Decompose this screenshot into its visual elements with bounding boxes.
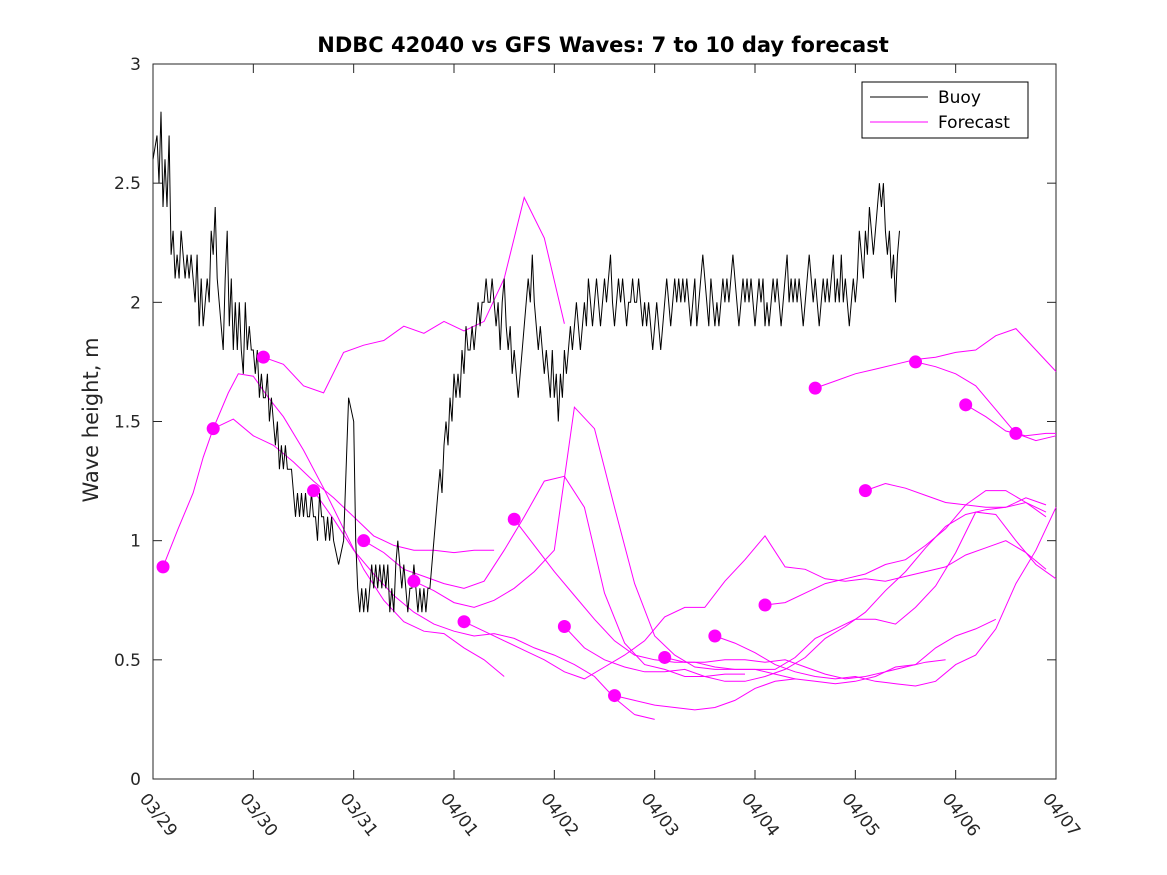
forecast-marker	[457, 615, 471, 629]
forecast-marker	[959, 398, 973, 412]
forecast-line	[614, 618, 997, 711]
x-tick-label: 04/05	[837, 790, 883, 841]
forecast-line	[413, 406, 796, 680]
legend-label-buoy: Buoy	[938, 88, 981, 108]
forecast-marker	[1009, 426, 1023, 440]
legend: Buoy Forecast	[861, 81, 1029, 139]
plot-area: 0 0.5 1 1.5 2 2.5 3 03/29 03/30 03/31 04/01 04/02 04…	[114, 55, 1084, 841]
x-tick-label: 03/29	[135, 790, 181, 841]
x-tick-label: 03/31	[336, 790, 382, 841]
forecast-marker	[357, 534, 371, 548]
x-tick-label: 04/06	[938, 790, 984, 841]
forecast-marker	[156, 560, 170, 574]
forecast-line	[313, 490, 655, 720]
legend-label-forecast: Forecast	[938, 113, 1010, 133]
forecast-line	[815, 328, 1057, 389]
y-axis-label: Wave height, m	[79, 337, 103, 502]
y-tick-label: 0.5	[114, 651, 141, 671]
forecast-marker	[557, 619, 571, 633]
forecast-marker	[206, 422, 220, 436]
x-tick-label: 03/30	[235, 790, 281, 841]
x-tick-label: 04/01	[436, 790, 482, 841]
forecast-line	[162, 373, 505, 677]
forecast-marker	[858, 484, 872, 498]
forecast-line	[564, 501, 1047, 682]
forecast-marker	[608, 689, 622, 703]
legend-box	[861, 81, 1029, 139]
forecast-line	[363, 475, 745, 677]
forecast-marker	[808, 381, 822, 395]
forecast-marker	[909, 355, 923, 369]
forecast-marker	[256, 350, 270, 364]
forecast-line	[915, 361, 1057, 442]
y-tick-label: 1.5	[114, 413, 141, 433]
x-tick-label: 04/03	[637, 790, 683, 841]
forecast-marker	[658, 650, 672, 664]
forecast-line	[865, 482, 1047, 508]
axes-box	[152, 63, 1057, 780]
forecast-marker	[507, 512, 521, 526]
forecast-marker	[407, 574, 421, 588]
y-tick-label: 3	[130, 55, 141, 75]
forecast-marker	[708, 629, 722, 643]
chart-title: NDBC 42040 vs GFS Waves: 7 to 10 day for…	[317, 33, 888, 57]
forecast-line	[212, 418, 495, 554]
forecast-line	[513, 511, 1057, 670]
forecast-marker	[307, 484, 321, 498]
forecast-line	[764, 490, 1047, 606]
y-tick-label: 0	[130, 770, 141, 790]
x-tick-label: 04/02	[536, 790, 582, 841]
y-tick-label: 1	[130, 532, 141, 552]
x-tick-label: 04/04	[737, 790, 783, 841]
forecast-line	[714, 507, 1057, 687]
y-tick-label: 2	[130, 293, 141, 313]
x-tick-label: 04/07	[1038, 790, 1084, 841]
forecast-line	[664, 657, 946, 680]
buoy-line	[152, 111, 900, 613]
forecast-line	[463, 535, 1047, 680]
y-tick-label: 2.5	[114, 174, 141, 194]
forecast-line	[263, 196, 565, 394]
forecast-marker	[758, 598, 772, 612]
